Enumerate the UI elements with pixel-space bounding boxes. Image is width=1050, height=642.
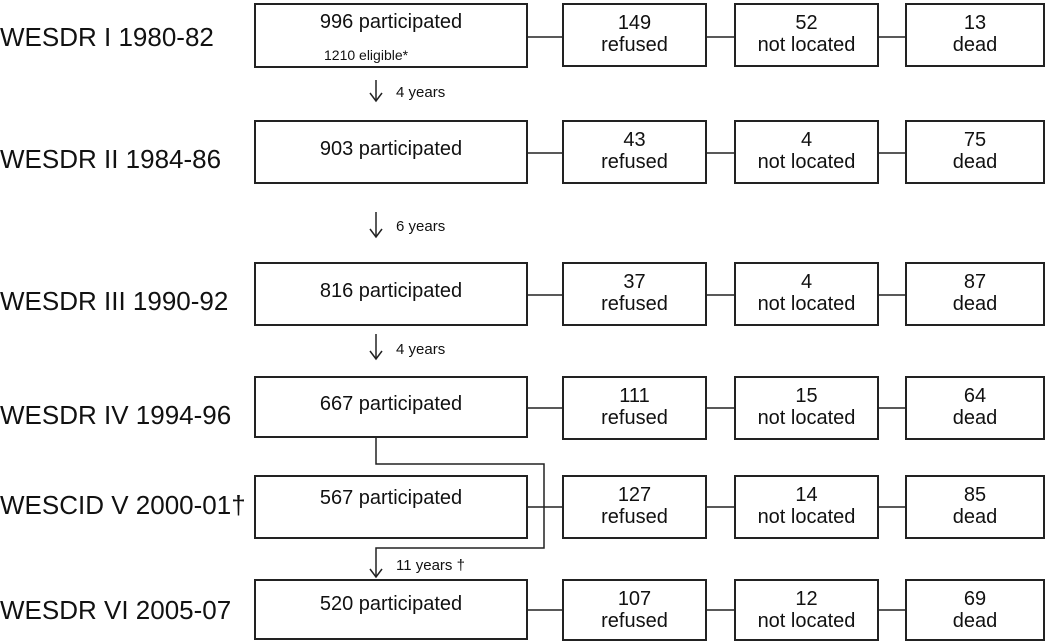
dead-count-1: 13 [963, 12, 987, 34]
wave-label-5: WESCID V 2000-01† [0, 490, 246, 520]
dead-count-6: 69 [963, 588, 987, 610]
interval-label-1: 4 years [396, 84, 446, 101]
refused-label-2: refused [601, 151, 668, 173]
dead-box-1: 13 dead [905, 3, 1045, 67]
not-located-label-3: not located [757, 293, 856, 315]
dead-box-4: 64 dead [905, 376, 1045, 440]
wave-label-2: WESDR II 1984-86 [0, 144, 222, 174]
not-located-box-3: 4 not located [734, 262, 879, 326]
not-located-box-6: 12 not located [734, 579, 879, 641]
dead-box-3: 87 dead [905, 262, 1045, 326]
not-located-count-6: 12 [795, 588, 818, 610]
refused-box-6: 107 refused [562, 579, 707, 641]
refused-box-4: 111 refused [562, 376, 707, 440]
refused-label-4: refused [601, 407, 668, 429]
wave-label-4: WESDR IV 1994-96 [0, 400, 232, 430]
refused-box-3: 37 refused [562, 262, 707, 326]
wave-label-1: WESDR I 1980-82 [0, 22, 214, 52]
participated-count-4: 667 participated [319, 393, 463, 415]
not-located-count-1: 52 [795, 12, 818, 34]
dead-count-4: 64 [963, 385, 987, 407]
participated-box-5: 567 participated [254, 475, 528, 539]
refused-box-5: 127 refused [562, 475, 707, 539]
not-located-box-2: 4 not located [734, 120, 879, 184]
participated-count-2: 903 participated [319, 138, 463, 160]
not-located-box-4: 15 not located [734, 376, 879, 440]
refused-count-6: 107 [617, 588, 652, 610]
dead-count-5: 85 [963, 484, 987, 506]
dead-count-2: 75 [963, 129, 987, 151]
participated-box-4: 667 participated [254, 376, 528, 438]
participated-count-6: 520 participated [319, 593, 463, 615]
wave-label-6: WESDR VI 2005-07 [0, 595, 232, 625]
interval-label-3: 4 years [396, 341, 446, 358]
dead-label-3: dead [952, 293, 998, 315]
refused-label-6: refused [601, 610, 668, 632]
refused-count-2: 43 [623, 129, 646, 151]
dead-label-4: dead [952, 407, 998, 429]
participated-box-1: 996 participated 1210 eligible* [254, 3, 528, 68]
interval-label-4: 11 years † [396, 557, 465, 574]
not-located-label-4: not located [757, 407, 856, 429]
participated-count-5: 567 participated [319, 487, 463, 509]
participated-box-2: 903 participated [254, 120, 528, 184]
refused-box-2: 43 refused [562, 120, 707, 184]
participated-count-3: 816 participated [319, 280, 463, 302]
dead-label-6: dead [952, 610, 998, 632]
participated-box-3: 816 participated [254, 262, 528, 326]
not-located-box-1: 52 not located [734, 3, 879, 67]
dead-label-2: dead [952, 151, 998, 173]
eligible-count: 1210 eligible* [324, 47, 409, 63]
refused-count-4: 111 [619, 385, 650, 407]
refused-count-5: 127 [617, 484, 652, 506]
refused-label-3: refused [601, 293, 668, 315]
refused-count-1: 149 [617, 12, 652, 34]
dead-box-6: 69 dead [905, 579, 1045, 641]
not-located-label-5: not located [757, 506, 856, 528]
dead-label-1: dead [952, 34, 998, 56]
refused-label-5: refused [601, 506, 668, 528]
refused-box-1: 149 refused [562, 3, 707, 67]
participated-count-1: 996 participated [319, 11, 463, 33]
dead-count-3: 87 [963, 271, 987, 293]
not-located-count-5: 14 [795, 484, 818, 506]
not-located-count-3: 4 [800, 271, 813, 293]
refused-label-1: refused [601, 34, 668, 56]
not-located-label-2: not located [757, 151, 856, 173]
dead-label-5: dead [952, 506, 998, 528]
dead-box-5: 85 dead [905, 475, 1045, 539]
dead-box-2: 75 dead [905, 120, 1045, 184]
not-located-count-4: 15 [795, 385, 818, 407]
participated-box-6: 520 participated [254, 579, 528, 640]
not-located-label-1: not located [757, 34, 856, 56]
not-located-count-2: 4 [800, 129, 813, 151]
wave-label-3: WESDR III 1990-92 [0, 286, 229, 316]
not-located-box-5: 14 not located [734, 475, 879, 539]
interval-label-2: 6 years [396, 218, 446, 235]
refused-count-3: 37 [623, 271, 646, 293]
not-located-label-6: not located [757, 610, 856, 632]
